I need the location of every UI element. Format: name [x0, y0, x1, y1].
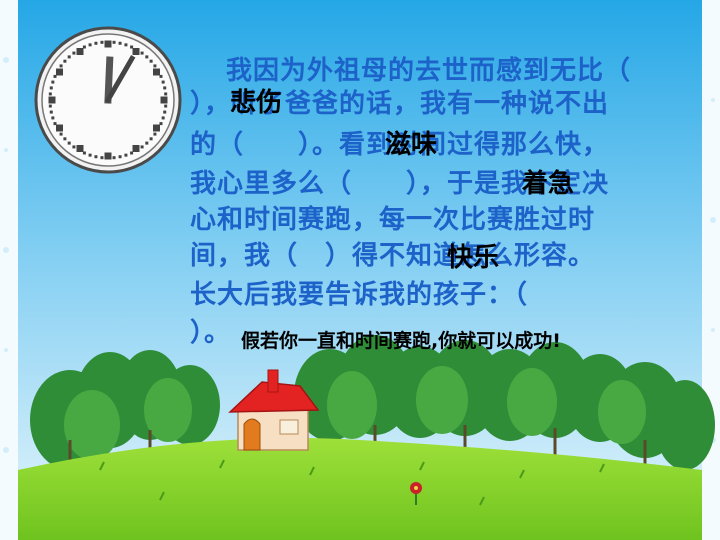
clock-minute-tick: [49, 110, 53, 114]
clock-hour-tick: [132, 144, 140, 152]
hour-hand: [104, 56, 114, 104]
passage-line-6: 间，我（ ）得不知道怎么形容。: [190, 241, 596, 271]
clock-hour-tick: [152, 124, 160, 132]
clock-minute-tick: [67, 141, 71, 145]
clock-minute-tick: [53, 74, 57, 78]
clock-ticks: [48, 40, 168, 160]
passage-line-7: 长大后我要告诉我的孩子：（: [190, 280, 529, 310]
clock-minute-tick: [163, 110, 167, 114]
clock-minute-tick: [159, 122, 163, 126]
clock-hour-tick: [56, 124, 64, 132]
clock-minute-tick: [88, 43, 92, 47]
clock-minute-tick: [130, 151, 134, 155]
passage-line-4: 我心里多么（ ），于是我下定决: [190, 169, 610, 199]
grass-hill: [18, 438, 702, 540]
clock-minute-tick: [124, 153, 128, 157]
clock-minute-tick: [48, 92, 52, 96]
flower-icon: [410, 482, 422, 505]
clock-minute-tick: [161, 116, 165, 120]
clock-hour-tick: [104, 152, 112, 160]
clock-minute-tick: [164, 104, 168, 108]
clock-hour-tick: [152, 68, 160, 76]
answer-2: 滋味: [385, 130, 438, 160]
passage-line-3: 的（ ）。看到时间过得那么快，: [190, 130, 610, 160]
clock-minute-tick: [140, 145, 144, 149]
closing-sentence: 假若你一直和时间赛跑,你就可以成功!: [241, 330, 561, 352]
clock-minute-tick: [112, 40, 116, 44]
clock-minute-tick: [159, 74, 163, 78]
passage-line-5: 心和时间赛跑，每一次比赛胜过时: [190, 205, 596, 235]
clock-minute-tick: [130, 45, 134, 49]
clock-minute-tick: [59, 64, 63, 68]
clock-minute-tick: [149, 59, 153, 63]
clock-minute-tick: [100, 40, 104, 44]
clock-minute-tick: [124, 43, 128, 47]
clock-minute-tick: [163, 86, 167, 90]
clock-hour-tick: [76, 144, 84, 152]
clock-minute-tick: [149, 137, 153, 141]
clock-hour-tick: [56, 68, 64, 76]
clock-minute-tick: [48, 104, 52, 108]
clock-minute-tick: [51, 116, 55, 120]
answer-4: 快乐: [447, 243, 500, 273]
clock-minute-tick: [153, 64, 157, 68]
clock-minute-tick: [88, 153, 92, 157]
clock-minute-tick: [100, 156, 104, 160]
answer-1: 悲伤: [230, 88, 283, 118]
clock-minute-tick: [53, 122, 57, 126]
clock-minute-tick: [51, 80, 55, 84]
passage-line-2: ），听了爸爸的话，我有一种说不出: [190, 89, 610, 119]
house-icon: [228, 369, 320, 451]
clock-minute-tick: [59, 132, 63, 136]
minute-hand: [104, 55, 136, 104]
clock-hour-tick: [160, 96, 168, 104]
clock-minute-tick: [72, 145, 76, 149]
clock-minute-tick: [72, 51, 76, 55]
clock-hour-tick: [104, 40, 112, 48]
clock-minute-tick: [153, 132, 157, 136]
clock-minute-tick: [112, 156, 116, 160]
clock-hour-tick: [48, 96, 56, 104]
clock-minute-tick: [94, 41, 98, 45]
clock-hour-tick: [132, 48, 140, 56]
answer-3: 着急: [522, 169, 575, 199]
passage-line-1: 我因为外祖母的去世而感到无比（: [226, 56, 632, 86]
tree-highlights: [64, 366, 646, 460]
clock-minute-tick: [161, 80, 165, 84]
clock-minute-tick: [63, 137, 67, 141]
clock-minute-tick: [164, 92, 168, 96]
clock-hour-tick: [76, 48, 84, 56]
clock-minute-tick: [67, 55, 71, 59]
clock-minute-tick: [118, 41, 122, 45]
clock-minute-tick: [140, 51, 144, 55]
clock-minute-tick: [118, 155, 122, 159]
clock-minute-tick: [49, 86, 53, 90]
clock-minute-tick: [63, 59, 67, 63]
grass-blades: [99, 459, 605, 506]
clock-minute-tick: [82, 151, 86, 155]
clock-minute-tick: [94, 155, 98, 159]
clock-minute-tick: [145, 141, 149, 145]
clock-icon: [34, 26, 182, 174]
clock-minute-tick: [82, 45, 86, 49]
passage-line-8: ）。: [190, 318, 232, 348]
clock-minute-tick: [145, 55, 149, 59]
